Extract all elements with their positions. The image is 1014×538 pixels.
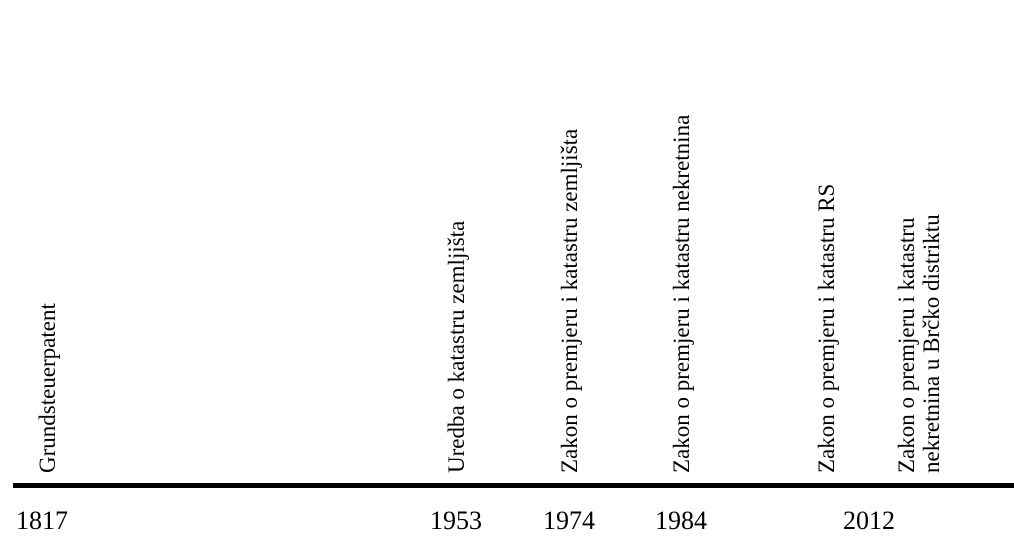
event-label-text: Grundsteuerpatent (35, 303, 60, 473)
event-label-text: Uredba o katastru zemljišta (444, 220, 469, 473)
timeline-axis-line (13, 483, 1014, 488)
year-label-1953: 1953 (430, 506, 482, 535)
year-label-1974: 1974 (543, 506, 595, 535)
event-label-text: Zakon o premjeru i katastru RS (814, 183, 839, 473)
event-label-line: Zakon o premjeru i katastru (894, 217, 919, 473)
year-label-2012: 2012 (843, 506, 895, 535)
event-label-line: nekretnina u Brčko distriktu (919, 214, 944, 473)
year-label-1817: 1817 (16, 506, 68, 535)
event-label-text: Zakon o premjeru i katastru zemljišta (557, 128, 582, 473)
year-label-1984: 1984 (655, 506, 707, 535)
event-label-text-multiline: Zakon o premjeru i katastru nekretnina u… (894, 214, 944, 473)
event-label-text: Zakon o premjeru i katastru nekretnina (669, 114, 694, 473)
